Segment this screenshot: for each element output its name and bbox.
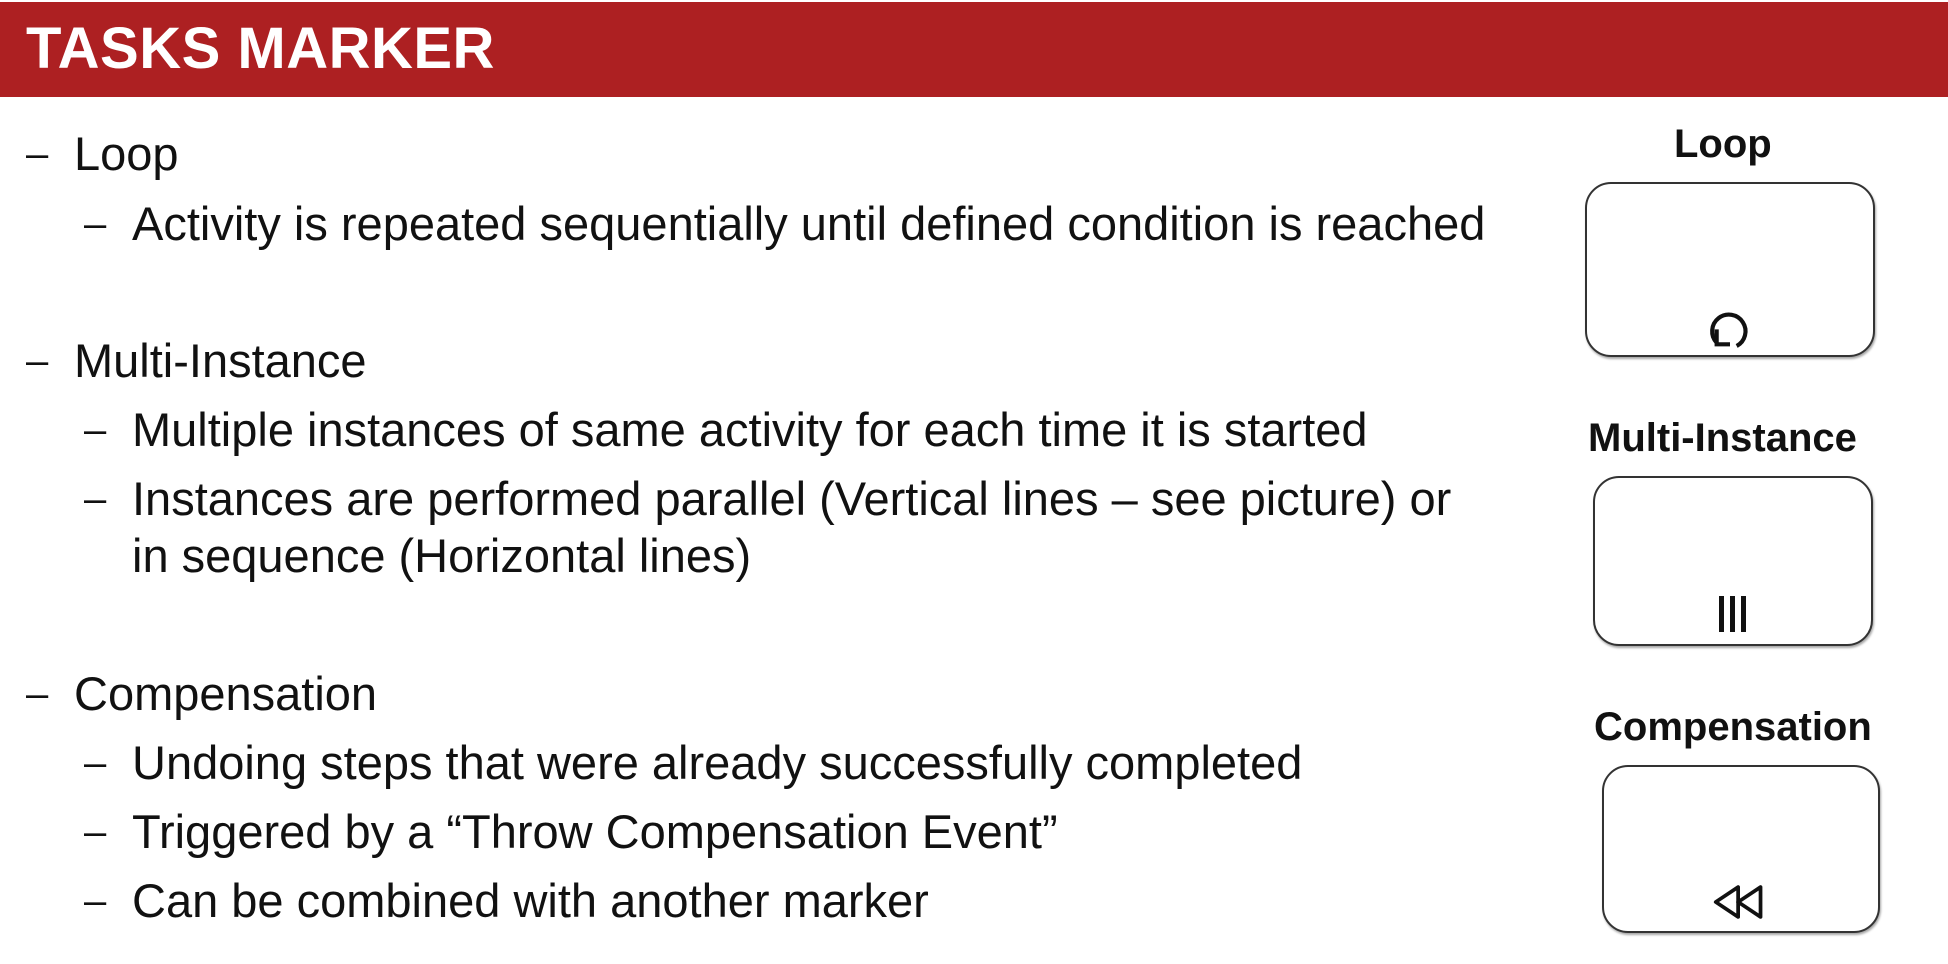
marker-label-loop: Loop xyxy=(1674,122,1772,166)
bullet-dash: – xyxy=(84,810,107,854)
slide-title: TASKS MARKER xyxy=(26,16,495,81)
sub-bullet-text-continued: in sequence (Horizontal lines) xyxy=(132,529,752,582)
bullet-dash: – xyxy=(26,132,49,176)
bullet-dash: – xyxy=(84,408,107,452)
marker-label-compensation: Compensation xyxy=(1594,705,1872,749)
sub-bullet-text: Can be combined with another marker xyxy=(132,874,929,927)
parallel-multi-instance-icon xyxy=(1719,596,1746,632)
bullet-dash: – xyxy=(26,672,49,716)
multi-instance-task-box xyxy=(1593,476,1873,646)
compensation-task-box xyxy=(1602,765,1880,933)
sub-bullet-text: Multiple instances of same activity for … xyxy=(132,403,1368,456)
loop-icon xyxy=(1710,312,1748,348)
title-bar: TASKS MARKER xyxy=(0,2,1948,97)
bullet-heading-compensation: Compensation xyxy=(74,667,378,720)
sub-bullet-text: Undoing steps that were already successf… xyxy=(132,736,1303,789)
bullet-list: – Loop – Activity is repeated sequential… xyxy=(26,127,1486,927)
bullet-dash: – xyxy=(84,879,107,923)
bullet-heading-loop: Loop xyxy=(74,127,179,180)
sub-bullet-text: Activity is repeated sequentially until … xyxy=(132,197,1486,250)
bullet-dash: – xyxy=(84,202,107,246)
compensation-icon xyxy=(1713,885,1763,919)
bullet-dash: – xyxy=(84,477,107,521)
marker-illustrations: Loop Multi-Instance Compensation xyxy=(1570,0,1948,964)
bullet-dash: – xyxy=(84,741,107,785)
sub-bullet-text: Instances are performed parallel (Vertic… xyxy=(132,472,1452,525)
sub-bullet-text: Triggered by a “Throw Compensation Event… xyxy=(132,805,1058,858)
bullet-dash: – xyxy=(26,339,49,383)
bullet-heading-multi-instance: Multi-Instance xyxy=(74,334,367,387)
loop-task-box xyxy=(1585,182,1875,357)
marker-label-multi-instance: Multi-Instance xyxy=(1588,416,1857,460)
